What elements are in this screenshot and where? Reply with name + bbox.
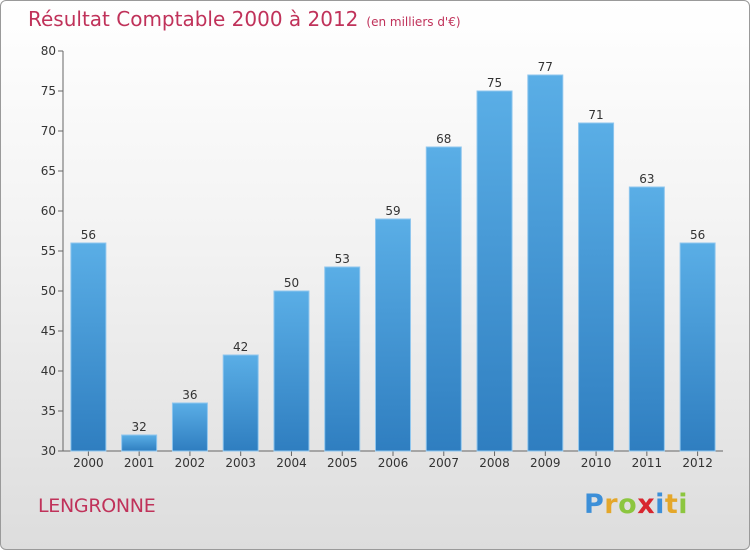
y-tick-label: 65 <box>41 164 56 178</box>
x-tick-label: 2004 <box>276 456 307 470</box>
logo-letter: o <box>618 489 638 520</box>
bar <box>425 146 462 452</box>
data-label: 63 <box>639 172 654 186</box>
bar <box>628 186 665 452</box>
y-tick-label: 30 <box>41 444 56 458</box>
x-tick-label: 2007 <box>428 456 459 470</box>
x-tick-label: 2011 <box>632 456 663 470</box>
y-tick-label: 75 <box>41 84 56 98</box>
x-tick-label: 2006 <box>378 456 409 470</box>
bar <box>578 122 615 452</box>
chart-title-unit: (en milliers d'€) <box>366 15 461 29</box>
y-tick-label: 60 <box>41 204 56 218</box>
x-tick-label: 2003 <box>225 456 256 470</box>
data-label: 68 <box>436 132 451 146</box>
bar <box>222 354 259 452</box>
data-label: 32 <box>132 420 147 434</box>
x-tick-label: 2000 <box>73 456 104 470</box>
logo-letter: P <box>584 489 605 520</box>
x-tick-label: 2010 <box>581 456 612 470</box>
y-tick-label: 70 <box>41 124 56 138</box>
y-tick-label: 35 <box>41 404 56 418</box>
bar <box>679 242 716 452</box>
y-tick-label: 50 <box>41 284 56 298</box>
x-tick-label: 2005 <box>327 456 358 470</box>
logo-letter: i <box>678 489 689 520</box>
bar <box>70 242 107 452</box>
logo-letter: i <box>655 489 665 520</box>
chart-title: Résultat Comptable 2000 à 2012 (en millie… <box>28 7 461 31</box>
x-tick-label: 2002 <box>175 456 206 470</box>
data-label: 77 <box>538 60 553 74</box>
logo-letter: t <box>664 489 679 520</box>
y-tick-label: 55 <box>41 244 56 258</box>
bar <box>527 74 564 452</box>
y-tick-label: 80 <box>41 44 56 58</box>
data-label: 36 <box>182 388 197 402</box>
x-tick-label: 2001 <box>124 456 155 470</box>
chart-title-main: Résultat Comptable 2000 à 2012 <box>28 7 359 31</box>
proxiti-logo: Proxiti <box>584 489 688 520</box>
bar <box>476 90 513 452</box>
data-label: 56 <box>690 228 705 242</box>
data-label: 71 <box>588 108 603 122</box>
x-tick-label: 2008 <box>479 456 510 470</box>
x-tick-label: 2009 <box>530 456 561 470</box>
logo-letter: x <box>637 489 656 520</box>
data-label: 50 <box>284 276 299 290</box>
data-label: 42 <box>233 340 248 354</box>
x-tick-label: 2012 <box>682 456 713 470</box>
logo-letter: r <box>604 489 619 520</box>
data-label: 53 <box>335 252 350 266</box>
bar <box>324 266 361 452</box>
bar <box>121 434 158 452</box>
bar <box>375 218 411 452</box>
y-tick-label: 45 <box>41 324 56 338</box>
bar <box>273 290 310 452</box>
bar <box>171 402 208 452</box>
y-tick-label: 40 <box>41 364 56 378</box>
data-label: 56 <box>81 228 96 242</box>
commune-name: LENGRONNE <box>38 495 156 517</box>
data-label: 59 <box>385 204 400 218</box>
data-label: 75 <box>487 76 502 90</box>
